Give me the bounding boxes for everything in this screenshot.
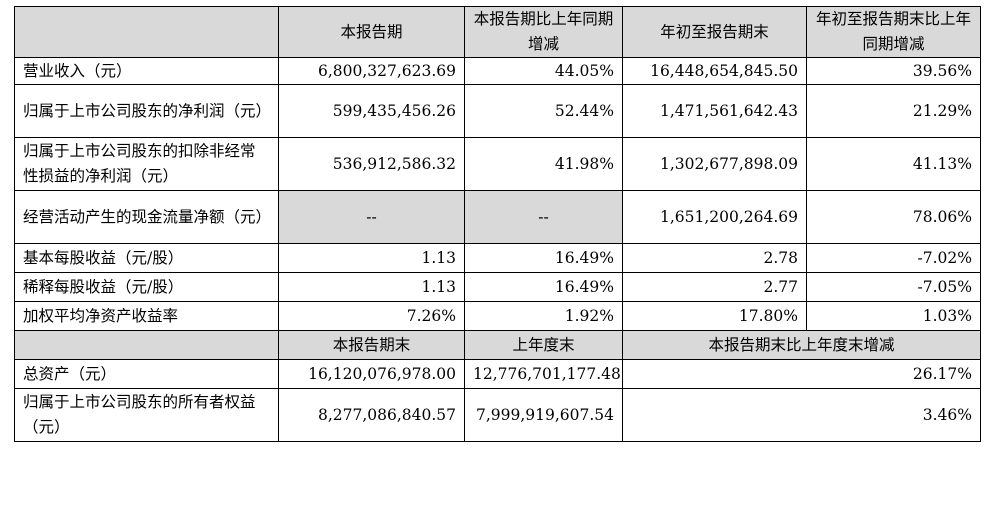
row-label: 归属于上市公司股东的所有者权益（元）	[14, 388, 279, 442]
cell-value: 6,800,327,623.69	[278, 57, 465, 85]
cell-value: --	[278, 190, 465, 244]
cell-value: 536,912,586.32	[278, 137, 465, 191]
row-label: 稀释每股收益（元/股）	[14, 272, 279, 302]
header-blank-cell	[14, 6, 279, 58]
cell-value: 1,302,677,898.09	[622, 137, 807, 191]
cell-value: 3.46%	[622, 388, 981, 442]
cell-value: 16,448,654,845.50	[622, 57, 807, 85]
cell-value: 7.26%	[278, 301, 465, 331]
table-row: 基本每股收益（元/股） 1.13 16.49% 2.78 -7.02%	[14, 243, 981, 273]
table-row: 经营活动产生的现金流量净额（元） -- -- 1,651,200,264.69 …	[14, 190, 981, 244]
cell-value: 78.06%	[806, 190, 981, 244]
cell-value: 52.44%	[464, 84, 623, 138]
cell-value: 41.13%	[806, 137, 981, 191]
header-ytd-change: 年初至报告期末比上年同期增减	[806, 6, 981, 58]
table-header-row-2: 本报告期末 上年度末 本报告期末比上年度末增减	[14, 330, 981, 360]
cell-value: 1.13	[278, 272, 465, 302]
cell-value: 16,120,076,978.00	[278, 359, 465, 389]
cell-value: -7.02%	[806, 243, 981, 273]
header-period-end-change: 本报告期末比上年度末增减	[622, 330, 981, 360]
financial-summary-table: 本报告期 本报告期比上年同期增减 年初至报告期末 年初至报告期末比上年同期增减 …	[14, 6, 981, 442]
row-label: 总资产（元）	[14, 359, 279, 389]
cell-value: 1.92%	[464, 301, 623, 331]
table-row: 营业收入（元） 6,800,327,623.69 44.05% 16,448,6…	[14, 57, 981, 85]
cell-value: 7,999,919,607.54	[464, 388, 623, 442]
cell-value: 17.80%	[622, 301, 807, 331]
cell-value: 41.98%	[464, 137, 623, 191]
cell-value: -7.05%	[806, 272, 981, 302]
cell-value: 1,651,200,264.69	[622, 190, 807, 244]
header-blank-cell	[14, 330, 279, 360]
table-row: 总资产（元） 16,120,076,978.00 12,776,701,177.…	[14, 359, 981, 389]
cell-value: 44.05%	[464, 57, 623, 85]
row-label: 经营活动产生的现金流量净额（元）	[14, 190, 279, 244]
header-prior-year-end: 上年度末	[464, 330, 623, 360]
cell-value: 1.03%	[806, 301, 981, 331]
table-row: 归属于上市公司股东的所有者权益（元） 8,277,086,840.57 7,99…	[14, 388, 981, 442]
header-period-end: 本报告期末	[278, 330, 465, 360]
row-label: 基本每股收益（元/股）	[14, 243, 279, 273]
row-label: 归属于上市公司股东的扣除非经常性损益的净利润（元）	[14, 137, 279, 191]
table-row: 加权平均净资产收益率 7.26% 1.92% 17.80% 1.03%	[14, 301, 981, 331]
cell-value: 8,277,086,840.57	[278, 388, 465, 442]
cell-value: 12,776,701,177.48	[464, 359, 623, 389]
cell-value: 2.77	[622, 272, 807, 302]
table-row: 归属于上市公司股东的净利润（元） 599,435,456.26 52.44% 1…	[14, 84, 981, 138]
cell-value: 39.56%	[806, 57, 981, 85]
table-row: 归属于上市公司股东的扣除非经常性损益的净利润（元） 536,912,586.32…	[14, 137, 981, 191]
cell-value: 26.17%	[622, 359, 981, 389]
cell-value: 16.49%	[464, 243, 623, 273]
row-label: 归属于上市公司股东的净利润（元）	[14, 84, 279, 138]
header-current-period-change: 本报告期比上年同期增减	[464, 6, 623, 58]
cell-value: 1.13	[278, 243, 465, 273]
cell-value: 599,435,456.26	[278, 84, 465, 138]
cell-value: 16.49%	[464, 272, 623, 302]
table-row: 稀释每股收益（元/股） 1.13 16.49% 2.77 -7.05%	[14, 272, 981, 302]
table-header-row: 本报告期 本报告期比上年同期增减 年初至报告期末 年初至报告期末比上年同期增减	[14, 6, 981, 58]
header-current-period: 本报告期	[278, 6, 465, 58]
header-ytd: 年初至报告期末	[622, 6, 807, 58]
cell-value: --	[464, 190, 623, 244]
row-label: 加权平均净资产收益率	[14, 301, 279, 331]
cell-value: 21.29%	[806, 84, 981, 138]
row-label: 营业收入（元）	[14, 57, 279, 85]
cell-value: 1,471,561,642.43	[622, 84, 807, 138]
cell-value: 2.78	[622, 243, 807, 273]
